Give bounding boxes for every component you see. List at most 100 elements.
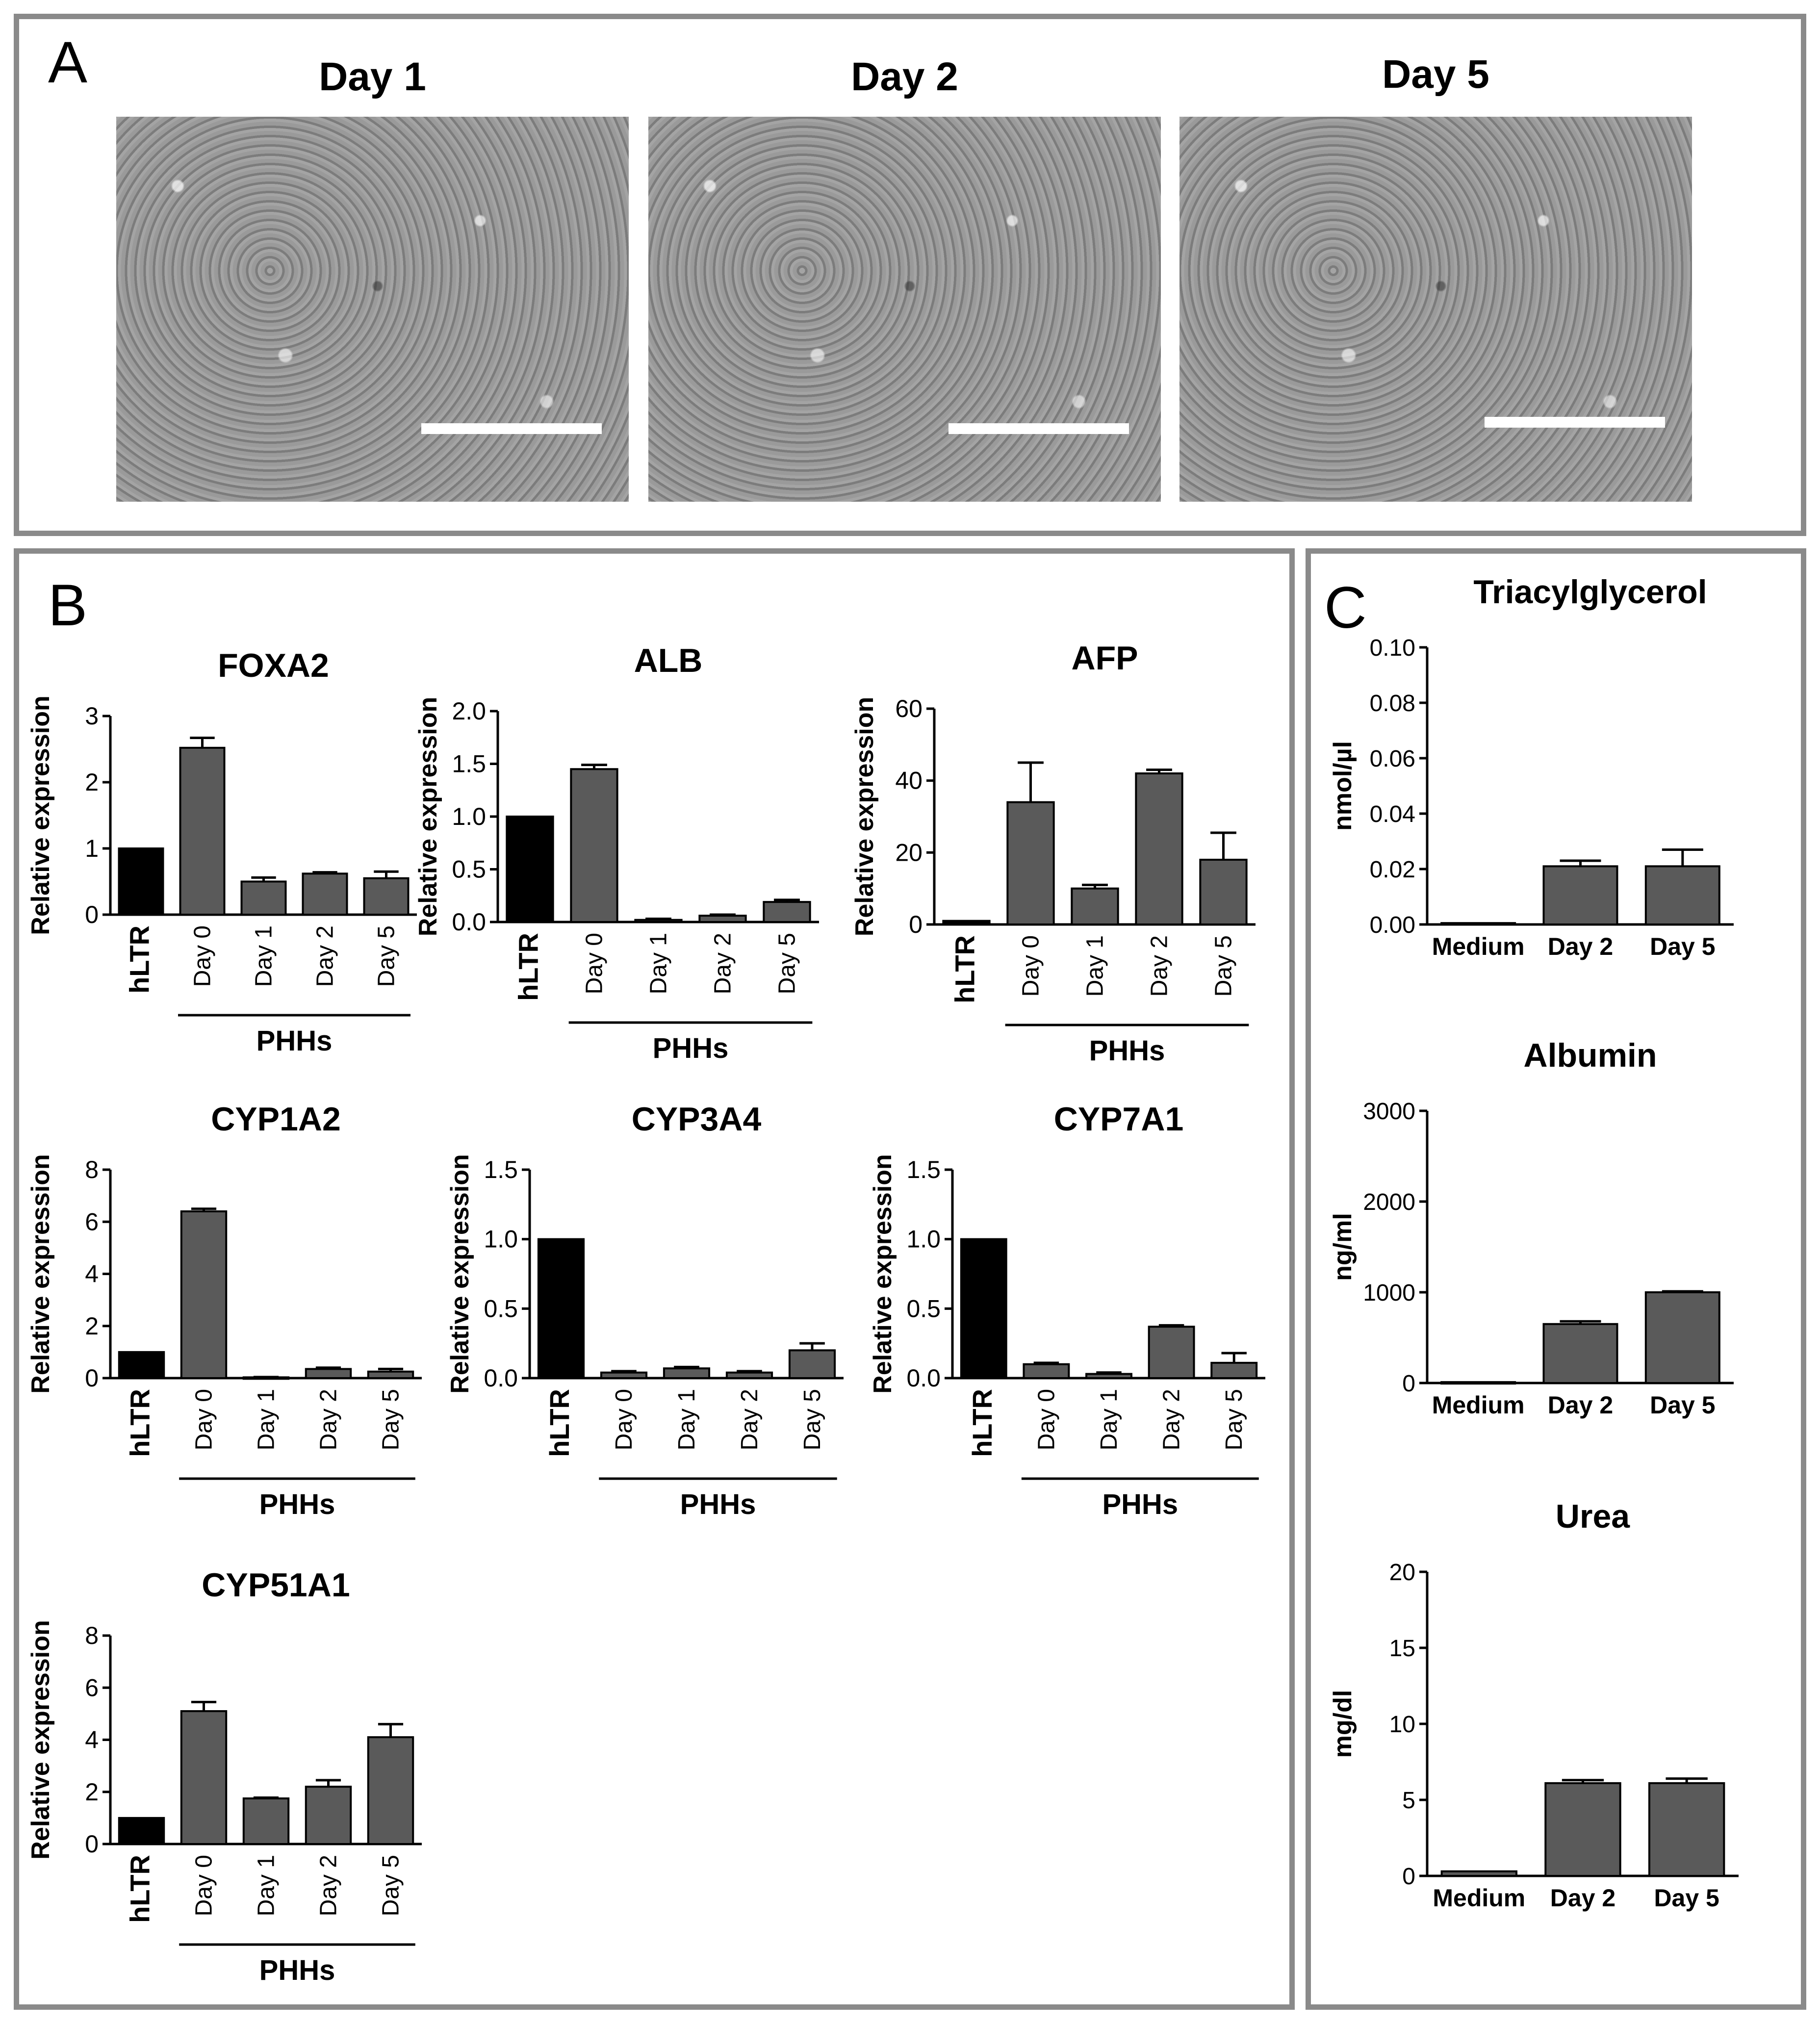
x-tick-label: Day 1 (251, 925, 277, 987)
x-tick-label: Day 1 (254, 1855, 280, 1916)
y-tick-label: 20 (895, 839, 923, 866)
micrograph-title-day5: Day 5 (1382, 52, 1489, 97)
y-tick-label: 0 (85, 901, 99, 928)
bar (1644, 865, 1720, 925)
y-tick-label: 2.0 (452, 697, 486, 725)
panel-b (14, 548, 1295, 2010)
x-tick-label: hLTR (125, 1855, 155, 1923)
chart-cyp3a4: CYP3A4 Relative expression 0.0 0.5 1.0 1.5 hLT… (446, 1101, 844, 1520)
x-tick-label: Day 0 (191, 1855, 217, 1916)
group-label: PHHs (256, 1025, 333, 1057)
y-tick-label: 0.08 (1370, 691, 1415, 717)
y-tick-label: 0 (1402, 1864, 1415, 1890)
y-tick-label: 60 (895, 695, 923, 722)
x-tick-label: Day 2 (1548, 933, 1613, 960)
y-tick-label: 40 (895, 767, 923, 794)
bar (698, 915, 747, 923)
x-tick-label: Day 2 (737, 1389, 763, 1450)
y-axis-label: ng/ml (1329, 1213, 1357, 1281)
panel-a-label: A (48, 29, 88, 95)
y-tick-label: 1.5 (906, 1156, 941, 1183)
chart-title: AFP (1072, 640, 1138, 677)
chart-triacylglycerol: Triacylglycerol nmol/µl 0.00 0.02 0.04 0.06 0.… (1329, 573, 1734, 960)
y-tick-label: 1.0 (484, 1226, 518, 1253)
y-tick-label: 0 (85, 1830, 99, 1858)
y-axis-label: Relative expression (26, 695, 55, 935)
bar (305, 1786, 352, 1845)
chart-albumin: Albumin ng/ml 0 1000 2000 3000 Medium Day 2 Day … (1329, 1037, 1734, 1419)
x-tick-label: Medium (1432, 933, 1525, 960)
y-tick-label: 1000 (1363, 1280, 1415, 1306)
x-tick-label: Day 0 (190, 925, 216, 987)
chart-title: CYP51A1 (202, 1566, 350, 1604)
y-tick-label: 2 (85, 1778, 99, 1806)
chart-title: FOXA2 (218, 647, 329, 684)
x-tick-label: Day 0 (1033, 1389, 1059, 1450)
y-tick-label: 0 (85, 1364, 99, 1392)
y-tick-label: 0.04 (1370, 801, 1415, 827)
y-tick-label: 8 (85, 1622, 99, 1649)
micrograph-day2 (648, 117, 1161, 502)
x-tick-label: Day 0 (611, 1389, 637, 1450)
chart-cyp51a1: CYP51A1 Relative expression 0 2 4 6 8 hLTR Day 0… (26, 1566, 422, 1986)
bar (1440, 1870, 1518, 1877)
x-tick-label: Day 2 (1550, 1884, 1615, 1912)
y-axis-label: Relative expression (446, 1154, 474, 1393)
y-tick-label: 3000 (1363, 1099, 1415, 1125)
scale-bar (948, 423, 1129, 434)
bar (240, 880, 287, 916)
bar (725, 1371, 773, 1380)
x-tick-label: Day 5 (1654, 1884, 1719, 1912)
panel-b-label: B (48, 572, 88, 638)
y-tick-label: 2000 (1363, 1189, 1415, 1215)
bar (118, 847, 164, 916)
micrograph-title-day2: Day 2 (851, 54, 958, 99)
y-tick-label: 6 (85, 1208, 99, 1235)
y-axis-label: Relative expression (26, 1620, 55, 1859)
x-tick-label: Day 1 (674, 1389, 700, 1450)
bar (1644, 1291, 1720, 1384)
y-tick-label: 4 (85, 1260, 99, 1288)
bar (763, 901, 811, 923)
bar (367, 1736, 414, 1845)
y-tick-label: 3 (85, 702, 99, 730)
bar (1071, 887, 1119, 925)
x-tick-label: Day 2 (1548, 1391, 1613, 1419)
scale-bar (1485, 417, 1665, 428)
y-tick-label: 0.06 (1370, 746, 1415, 772)
panel-c (1306, 548, 1806, 2010)
x-tick-label: Day 1 (254, 1389, 280, 1450)
x-tick-label: Day 2 (1147, 935, 1173, 997)
x-tick-label: Day 2 (710, 933, 736, 994)
group-label: PHHs (259, 1954, 335, 1986)
bar (1135, 772, 1183, 925)
bar (1440, 1381, 1516, 1385)
x-tick-label: hLTR (125, 1389, 155, 1457)
bar (1648, 1782, 1725, 1877)
bar (942, 920, 991, 925)
y-tick-label: 0.0 (906, 1364, 941, 1392)
bar (1542, 1323, 1618, 1384)
group-label: PHHs (1089, 1035, 1165, 1067)
bar (1148, 1326, 1195, 1380)
bar (960, 1238, 1007, 1380)
chart-afp: AFP Relative expression 0 20 40 60 hLTR Day 0 Da… (850, 640, 1256, 1067)
x-tick-label: Day 1 (1082, 935, 1108, 997)
x-tick-label: hLTR (949, 935, 980, 1003)
x-tick-label: Day 1 (1096, 1389, 1122, 1450)
x-tick-label: Day 5 (1221, 1389, 1247, 1450)
y-tick-label: 1.0 (452, 803, 486, 830)
bar (600, 1371, 648, 1380)
x-tick-label: Day 2 (316, 1389, 342, 1450)
bar (1085, 1373, 1132, 1379)
bar (1023, 1363, 1070, 1380)
x-tick-label: Day 0 (1018, 935, 1044, 997)
y-tick-label: 1.5 (484, 1156, 518, 1183)
y-axis-label: Relative expression (850, 697, 879, 936)
x-tick-label: Medium (1432, 1391, 1525, 1419)
bar (1542, 865, 1618, 925)
bar (537, 1238, 585, 1380)
y-tick-label: 0.5 (452, 856, 486, 883)
x-tick-label: Day 5 (378, 1855, 404, 1916)
chart-title: CYP3A4 (632, 1101, 762, 1138)
